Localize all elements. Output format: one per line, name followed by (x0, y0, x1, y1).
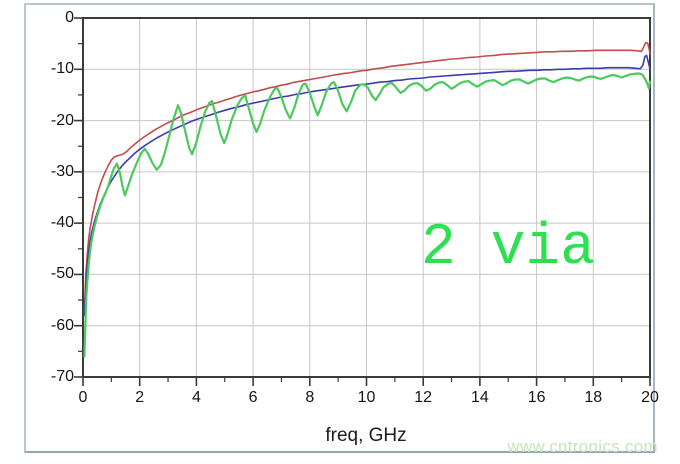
x-tick-label: 4 (191, 389, 201, 406)
x-tick-label: 16 (527, 389, 546, 406)
y-tick-label: -10 (50, 60, 74, 78)
x-tick-label: 2 (135, 389, 145, 406)
x-tick-label: 18 (584, 389, 603, 406)
y-tick-label: -20 (50, 111, 74, 129)
y-tick-label: -40 (50, 214, 74, 232)
watermark-text: www.cntronics.com (507, 437, 658, 456)
x-tick-label: 12 (414, 389, 433, 406)
y-tick-label: -60 (50, 316, 74, 334)
annotation-2via: 2 via (421, 216, 596, 281)
y-tick-label: -30 (50, 162, 74, 180)
y-tick-label: 0 (65, 9, 74, 26)
x-tick-label: 10 (357, 389, 376, 406)
x-tick-label: 14 (470, 389, 489, 406)
y-tick-label: -70 (50, 368, 74, 385)
green-curve (83, 72, 652, 358)
x-tick-label: 20 (641, 389, 659, 406)
x-tick-label: 8 (305, 389, 315, 406)
x-axis-title: freq, GHz (325, 425, 407, 446)
red-curve (83, 41, 651, 312)
blue-curve (83, 54, 651, 317)
x-tick-label: 0 (78, 389, 88, 406)
y-tick-label: -50 (50, 265, 74, 283)
x-tick-label: 6 (248, 389, 258, 406)
